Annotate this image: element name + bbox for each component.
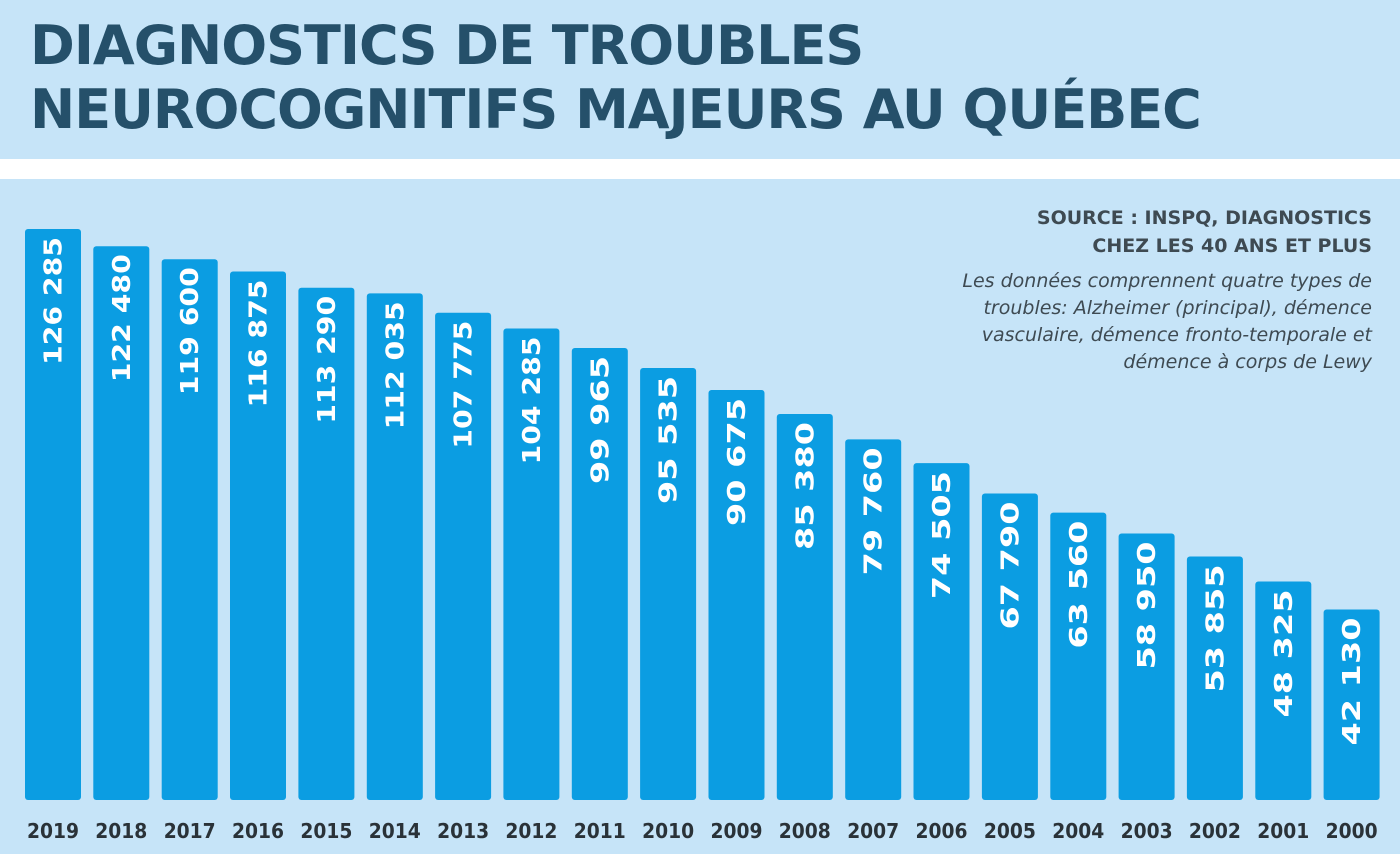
bar-2013 [435, 312, 492, 800]
data-note: Les données comprennent quatre types de … [962, 270, 1372, 373]
x-tick-label: 2002 [1189, 819, 1241, 843]
bar-value-label: 126 285 [39, 237, 68, 365]
x-tick-label: 2017 [164, 819, 216, 843]
x-tick-label: 2000 [1326, 819, 1378, 843]
source-line-1: SOURCE : INSPQ, DIAGNOSTICS [1036, 207, 1372, 229]
bar-value-label: 90 675 [722, 398, 751, 526]
x-tick-label: 2007 [847, 819, 899, 843]
bar-value-label: 63 560 [1064, 521, 1093, 649]
bar-2010 [640, 368, 697, 800]
bar-2004 [1050, 512, 1107, 800]
chart-title: DIAGNOSTICS DE TROUBLES NEUROCOGNITIFS M… [30, 14, 1370, 142]
bar-2019 [25, 229, 81, 800]
source-line-2: CHEZ LES 40 ANS ET PLUS [1092, 235, 1372, 257]
x-tick-label: 2016 [232, 819, 284, 843]
x-tick-label: 2019 [27, 819, 79, 843]
bar-2014 [366, 293, 423, 800]
x-tick-label: 2011 [574, 819, 626, 843]
bar-value-label: 116 875 [244, 280, 273, 408]
bar-2003 [1118, 533, 1175, 800]
bar-value-label: 95 535 [654, 376, 683, 504]
x-tick-label: 2014 [369, 819, 421, 843]
bar-value-label: 119 600 [175, 267, 204, 395]
bar-2002 [1186, 556, 1243, 800]
x-tick-label: 2012 [505, 819, 557, 843]
bar-2005 [981, 493, 1038, 800]
x-tick-label: 2004 [1052, 819, 1104, 843]
bar-2012 [503, 328, 560, 800]
bar-value-label: 99 965 [585, 356, 614, 484]
bar-2000 [1323, 609, 1380, 800]
bar-value-label: 112 035 [380, 301, 409, 429]
bar-2011 [571, 348, 628, 800]
x-tick-label: 2001 [1257, 819, 1309, 843]
bar-value-label: 67 790 [995, 502, 1024, 630]
bar-value-label: 122 480 [107, 254, 136, 382]
bar-2001 [1255, 581, 1312, 800]
x-tick-label: 2003 [1121, 819, 1173, 843]
bar-value-label: 107 775 [449, 321, 478, 449]
bar-value-label: 48 325 [1269, 590, 1298, 718]
bar-value-label: 58 950 [1132, 542, 1161, 670]
x-tick-label: 2008 [779, 819, 831, 843]
source-credit: SOURCE : INSPQ, DIAGNOSTICS CHEZ LES 40 … [912, 204, 1372, 260]
bar-2009 [708, 390, 765, 800]
x-tick-label: 2006 [916, 819, 968, 843]
bar-2007 [845, 439, 902, 800]
x-tick-label: 2013 [437, 819, 489, 843]
bar-value-label: 53 855 [1200, 565, 1229, 693]
bar-2018 [93, 246, 150, 800]
bar-2015 [298, 287, 355, 800]
bar-value-label: 74 505 [927, 471, 956, 599]
title-banner: DIAGNOSTICS DE TROUBLES NEUROCOGNITIFS M… [0, 0, 1400, 159]
chart-title-line-1: DIAGNOSTICS DE TROUBLES [30, 14, 864, 77]
bar-2017 [161, 259, 218, 800]
bar-2008 [776, 414, 833, 800]
bar-value-label: 79 760 [859, 447, 888, 575]
bar-2006 [913, 463, 970, 800]
bar-value-label: 85 380 [790, 422, 819, 550]
x-tick-label: 2005 [984, 819, 1036, 843]
bar-value-label: 113 290 [312, 296, 341, 424]
bar-2016 [230, 271, 286, 800]
x-tick-label: 2009 [711, 819, 763, 843]
chart-title-line-2: NEUROCOGNITIFS MAJEURS AU QUÉBEC [30, 78, 1202, 141]
bar-value-label: 42 130 [1337, 618, 1366, 746]
x-tick-label: 2015 [300, 819, 352, 843]
bar-value-label: 104 285 [517, 337, 546, 465]
x-tick-label: 2010 [642, 819, 694, 843]
x-tick-label: 2018 [95, 819, 147, 843]
